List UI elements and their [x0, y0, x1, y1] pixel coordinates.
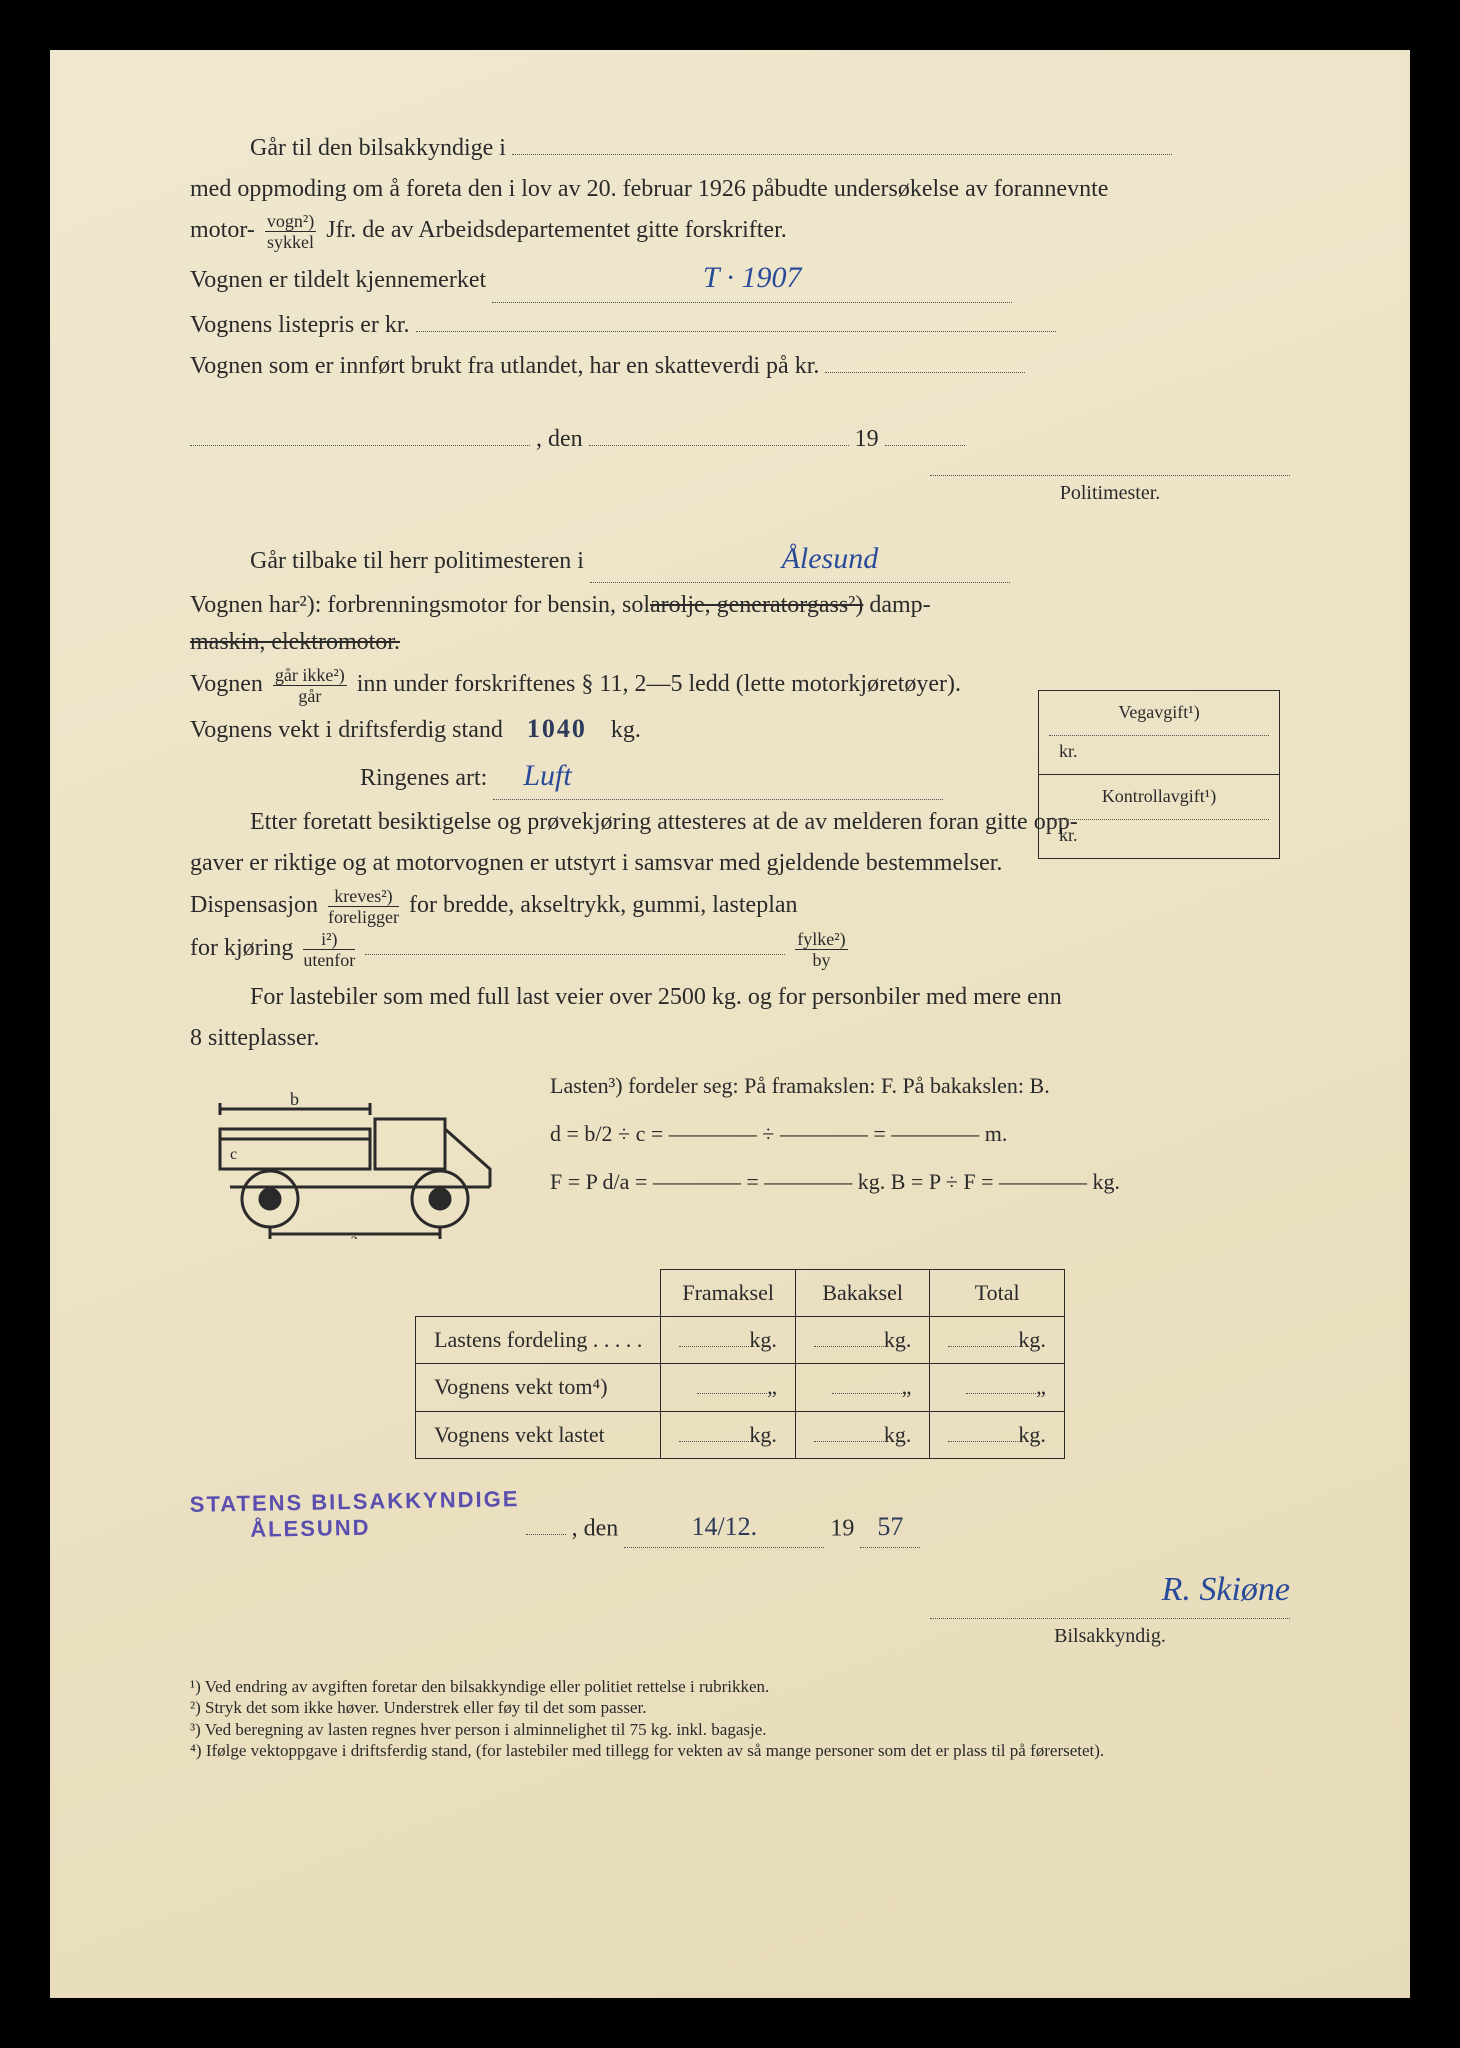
table-header-row: Framaksel Bakaksel Total: [416, 1270, 1065, 1317]
document-paper: Går til den bilsakkyndige i med oppmodin…: [50, 50, 1410, 1998]
footnotes: ¹) Ved endring av avgiften foretar den b…: [190, 1676, 1290, 1761]
stamp: STATENS BILSAKKYNDIGE ÅLESUND: [190, 1486, 521, 1545]
footnote-2: ²) Stryk det som ikke høver. Understrek …: [190, 1697, 1290, 1718]
s1-line5: Vognens listepris er kr.: [190, 307, 1290, 344]
s1-line2: med oppmoding om å foreta den i lov av 2…: [190, 171, 1290, 208]
text: motor-: [190, 217, 255, 243]
kjennemerke-field: T · 1907: [492, 255, 1012, 303]
kjennemerke-value: T · 1907: [703, 261, 802, 294]
s1-line1: Går til den bilsakkyndige i: [190, 130, 1290, 167]
formula1: d = b/2 ÷ c = ———— ÷ ———— = ———— m.: [550, 1117, 1290, 1151]
text: damp-: [863, 592, 930, 618]
frac-vogn: vogn²) sykkel: [265, 212, 316, 251]
axle-table: Framaksel Bakaksel Total Lastens fordeli…: [415, 1269, 1065, 1458]
text: for kjøring: [190, 935, 299, 961]
th-bak: Bakaksel: [795, 1270, 930, 1317]
s1-line4: Vognen er tildelt kjennemerket T · 1907: [190, 255, 1290, 303]
fees-veg: Vegavgift¹) kr.: [1039, 691, 1279, 775]
blank-field: [190, 421, 530, 446]
lasten-line: Lasten³) fordeler seg: På framakslen: F.…: [550, 1069, 1290, 1103]
sted-field: Ålesund: [590, 536, 1010, 584]
row-label: Lastens fordeling . . . . .: [416, 1317, 661, 1364]
text: Vognen: [190, 671, 269, 697]
row-label: Vognens vekt lastet: [416, 1411, 661, 1458]
text: Vognen som er innført brukt fra utlandet…: [190, 353, 819, 379]
frac-i: i²) utenfor: [303, 930, 355, 969]
strike: arolje, generatorgass²): [650, 592, 863, 618]
text: Vognens listepris er kr.: [190, 312, 410, 338]
s2-line3: Vognen går ikke²) går inn under forskrif…: [190, 666, 970, 705]
strike: maskin, elektromotor.: [190, 629, 400, 655]
footnote-1: ¹) Ved endring av avgiften foretar den b…: [190, 1676, 1290, 1697]
text: Vognen har²): forbrenningsmotor for bens…: [190, 592, 650, 618]
formula2: F = P d/a = ———— = ———— kg. B = P ÷ F = …: [550, 1165, 1290, 1199]
formulas: Lasten³) fordeler seg: På framakslen: F.…: [550, 1069, 1290, 1203]
blank-field: [885, 421, 965, 446]
footnote-3: ³) Ved beregning av lasten regnes hver p…: [190, 1719, 1290, 1740]
blank-field: [416, 307, 1056, 332]
blank-field: [365, 930, 785, 955]
text: 19: [855, 426, 879, 452]
year-value: 57: [877, 1512, 903, 1541]
frac-disp: kreves²) foreligger: [328, 887, 399, 926]
s1-line6: Vognen som er innført brukt fra utlandet…: [190, 348, 1290, 385]
sted-value: Ålesund: [782, 542, 879, 575]
text: Vognen er tildelt kjennemerket: [190, 267, 486, 293]
svg-text:b: b: [290, 1089, 299, 1109]
s3-intro1: For lastebiler som med full last veier o…: [190, 979, 1290, 1016]
svg-text:c: c: [230, 1146, 237, 1163]
s1-date-line: , den 19: [190, 421, 1290, 458]
th-fram: Framaksel: [661, 1270, 796, 1317]
fees-kontroll: Kontrollavgift¹) kr.: [1039, 775, 1279, 858]
footnote-4: ⁴) Ifølge vektoppgave i driftsferdig sta…: [190, 1740, 1290, 1761]
table-row: Vognens vekt lastet kg. kg. kg.: [416, 1411, 1065, 1458]
sig-label: Bilsakkyndig.: [930, 1618, 1290, 1652]
text: Vognens vekt i driftsferdig stand: [190, 717, 503, 743]
vekt-value: 1040: [527, 714, 587, 743]
den: , den: [572, 1515, 619, 1541]
bilsakkyndig-signature-block: R. Skiøne Bilsakkyndig.: [190, 1564, 1290, 1654]
text: inn under forskriftenes § 11, 2—5 ledd (…: [357, 671, 961, 697]
blank-field: [512, 130, 1172, 155]
blank-field: [825, 348, 1025, 373]
year-field: 57: [860, 1507, 920, 1548]
svg-text:a: a: [350, 1229, 358, 1239]
frac-fylke: fylke²) by: [795, 930, 847, 969]
s2-line1: Går tilbake til herr politimesteren i Ål…: [190, 536, 1290, 584]
kg-label: kg.: [611, 717, 641, 743]
ring-value: Luft: [523, 759, 571, 792]
text: Ringenes art:: [360, 765, 487, 791]
s2-disp: Dispensasjon kreves²) foreligger for bre…: [190, 887, 1290, 926]
signature: R. Skiøne: [1162, 1571, 1290, 1608]
bottom-line: STATENS BILSAKKYNDIGE ÅLESUND , den 14/1…: [190, 1489, 1290, 1549]
th-tot: Total: [930, 1270, 1065, 1317]
table-row: Vognens vekt tom⁴) „ „ „: [416, 1364, 1065, 1411]
table-row: Lastens fordeling . . . . . kg. kg. kg.: [416, 1317, 1065, 1364]
text: Jfr. de av Arbeidsdepartementet gitte fo…: [326, 217, 787, 243]
s3-intro2: 8 sitteplasser.: [190, 1020, 1290, 1057]
fees-box: Vegavgift¹) kr. Kontrollavgift¹) kr.: [1038, 690, 1280, 859]
s1-line3: motor- vogn²) sykkel Jfr. de av Arbeidsd…: [190, 212, 1290, 251]
frac-gar: går ikke²) går: [273, 666, 347, 705]
text: for bredde, akseltrykk, gummi, lasteplan: [409, 892, 798, 918]
truck-diagram: b a c: [190, 1069, 530, 1251]
page: Går til den bilsakkyndige i med oppmodin…: [0, 0, 1460, 2048]
date-field: 14/12.: [624, 1507, 824, 1548]
date-value: 14/12.: [691, 1512, 757, 1541]
year-prefix: 19: [830, 1515, 854, 1541]
text: Dispensasjon: [190, 892, 324, 918]
truck-row: b a c Lasten³) fordeler seg: På framaksl…: [190, 1069, 1290, 1251]
s2-line2: Vognen har²): forbrenningsmotor for bens…: [190, 587, 970, 661]
text: , den: [536, 426, 583, 452]
row-label: Vognens vekt tom⁴): [416, 1364, 661, 1411]
politimester-signature: Politimester.: [190, 474, 1290, 511]
text: Går tilbake til herr politimesteren i: [250, 548, 584, 574]
blank-field: [589, 421, 849, 446]
text: Går til den bilsakkyndige i: [250, 135, 506, 161]
sig-label: Politimester.: [930, 475, 1290, 509]
ring-field: Luft: [493, 753, 943, 801]
s2-kjoring: for kjøring i²) utenfor fylke²) by: [190, 930, 1290, 969]
